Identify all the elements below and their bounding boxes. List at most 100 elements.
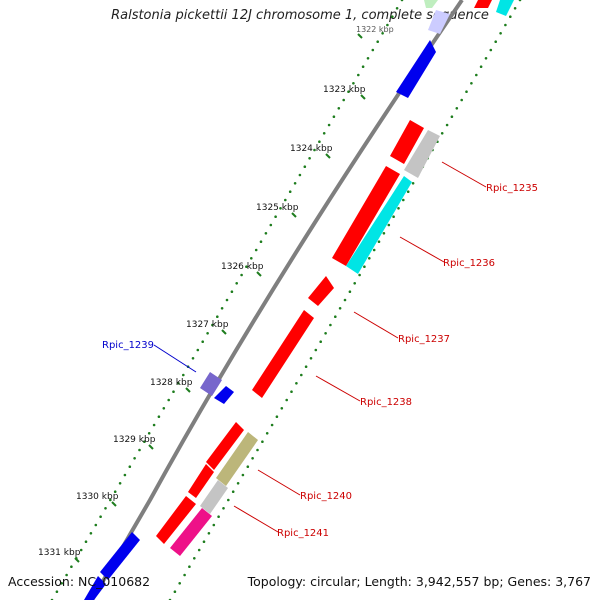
- inner-track-dot: [152, 423, 156, 427]
- gene-arrow-top-cyan[interactable]: [496, 0, 514, 16]
- outer-track-dot: [329, 323, 332, 327]
- gene-arrow-blue-1239b[interactable]: [214, 386, 234, 404]
- outer-track-dot: [348, 290, 352, 294]
- inner-track-dot: [147, 432, 151, 435]
- inner-track-dot: [60, 582, 63, 585]
- outer-track-dot: [484, 57, 488, 60]
- gene-arrow-red-1240b[interactable]: [188, 464, 214, 498]
- outer-track-dot: [324, 332, 327, 335]
- outer-track-dot: [280, 407, 284, 410]
- kbp-label: 1328 kbp: [150, 378, 193, 388]
- inner-track-dot: [128, 465, 132, 469]
- callout-line-1236: [399, 236, 445, 263]
- callout-line-1235: [441, 161, 487, 188]
- inner-track-dot: [342, 98, 346, 102]
- inner-track-dot: [313, 148, 316, 152]
- kbp-ticks: [74, 33, 366, 563]
- outer-track-dot: [450, 115, 454, 118]
- inner-track-dot: [157, 415, 161, 419]
- outer-track-dot: [440, 132, 444, 135]
- inner-track-dot: [284, 198, 287, 202]
- inner-track-dot: [230, 290, 234, 294]
- outer-track-dot: [319, 340, 323, 344]
- outer-track-dot: [227, 498, 230, 502]
- gene-arrow-red-1236[interactable]: [332, 166, 400, 266]
- inner-track-dot: [191, 357, 195, 360]
- kbp-tick: [325, 153, 331, 159]
- gene-arrow-top-lavender[interactable]: [428, 10, 450, 34]
- gene-arrow-red-1240a[interactable]: [206, 422, 244, 470]
- gene-arrow-top-red[interactable]: [474, 0, 492, 8]
- gene-arrow-blue-bottom-b[interactable]: [84, 576, 106, 600]
- outer-track-dot: [334, 315, 337, 319]
- dotted-guide-tracks: [50, 0, 522, 600]
- outer-track-dot: [285, 398, 289, 402]
- inner-track-dot: [376, 40, 380, 43]
- outer-track-dot: [295, 382, 298, 385]
- gene-arrow-red-1237[interactable]: [308, 276, 334, 306]
- inner-track-dot: [70, 565, 73, 568]
- gene-arrow-top-green[interactable]: [424, 0, 438, 8]
- gene-arrow-red-1235a[interactable]: [390, 120, 424, 164]
- gene-arrow-cyan-1236[interactable]: [346, 176, 412, 274]
- gene-label-rpic-1237[interactable]: Rpic_1237: [398, 334, 450, 345]
- gene-label-rpic-1240[interactable]: Rpic_1240: [300, 491, 352, 502]
- inner-track-dot: [216, 315, 219, 319]
- outer-track-dot: [455, 107, 459, 110]
- inner-track-dot: [347, 90, 350, 93]
- inner-track-dot: [65, 573, 68, 577]
- inner-track-dot: [288, 190, 292, 193]
- outer-track-dot: [261, 440, 264, 444]
- inner-track-dot: [240, 273, 243, 277]
- inner-track-dot: [79, 548, 83, 552]
- outer-track-dot: [475, 73, 478, 77]
- outer-track-dot: [397, 207, 400, 210]
- inner-track-dot: [133, 457, 136, 460]
- inner-track-dot: [381, 32, 384, 35]
- inner-track-dot: [167, 398, 170, 402]
- gene-arrow-olive-1240[interactable]: [216, 432, 258, 486]
- accession-text: Accession: NC_010682: [8, 574, 151, 589]
- outer-track-dot: [363, 265, 366, 269]
- outer-track-dot: [343, 298, 347, 302]
- outer-track-dot: [256, 448, 259, 452]
- outer-track-dot: [193, 557, 196, 560]
- gene-arrow-pink-1241[interactable]: [170, 508, 212, 556]
- gene-label-rpic-1238[interactable]: Rpic_1238: [360, 397, 412, 408]
- outer-track-dot: [290, 390, 293, 394]
- outer-track-dot: [217, 515, 220, 518]
- inner-track-dot: [177, 382, 180, 385]
- inner-track-dot: [327, 123, 331, 127]
- gene-arrow-red-1238[interactable]: [252, 310, 314, 398]
- kbp-tick: [360, 94, 366, 100]
- outer-track-dot: [275, 415, 279, 419]
- gene-label-rpic-1241[interactable]: Rpic_1241: [277, 528, 329, 539]
- outer-track-dot: [197, 548, 201, 552]
- callout-line-1238: [315, 375, 361, 402]
- gene-arrow-red-1241[interactable]: [156, 496, 196, 544]
- gene-label-rpic-1236[interactable]: Rpic_1236: [443, 258, 495, 269]
- kbp-tick: [256, 271, 262, 277]
- gene-arrow-blue-1[interactable]: [396, 40, 436, 98]
- gene-arrow-gray-1235[interactable]: [404, 130, 440, 178]
- gene-arrow-violet-1239[interactable]: [200, 372, 222, 396]
- outer-track-dot: [338, 307, 342, 310]
- inner-track-dot: [298, 173, 302, 177]
- inner-track-dot: [206, 332, 209, 335]
- inner-track-dot: [259, 240, 263, 243]
- inner-track-dot: [361, 65, 365, 68]
- inner-track-dot: [201, 340, 204, 344]
- gene-arrow-gray-1240[interactable]: [200, 480, 228, 514]
- kbp-label: 1331 kbp: [38, 548, 81, 558]
- gene-arrow-blue-bottom-a[interactable]: [100, 532, 140, 580]
- outer-track-dot: [494, 40, 498, 43]
- outer-track-dot: [241, 473, 245, 477]
- gene-features: [84, 0, 514, 600]
- outer-track-dot: [314, 348, 318, 352]
- gene-label-rpic-1235[interactable]: Rpic_1235: [486, 183, 538, 194]
- outer-track-dot: [178, 582, 181, 585]
- outer-track-dot: [460, 98, 464, 102]
- kbp-label: 1327 kbp: [186, 320, 229, 330]
- gene-label-rpic-1239[interactable]: Rpic_1239: [102, 340, 154, 351]
